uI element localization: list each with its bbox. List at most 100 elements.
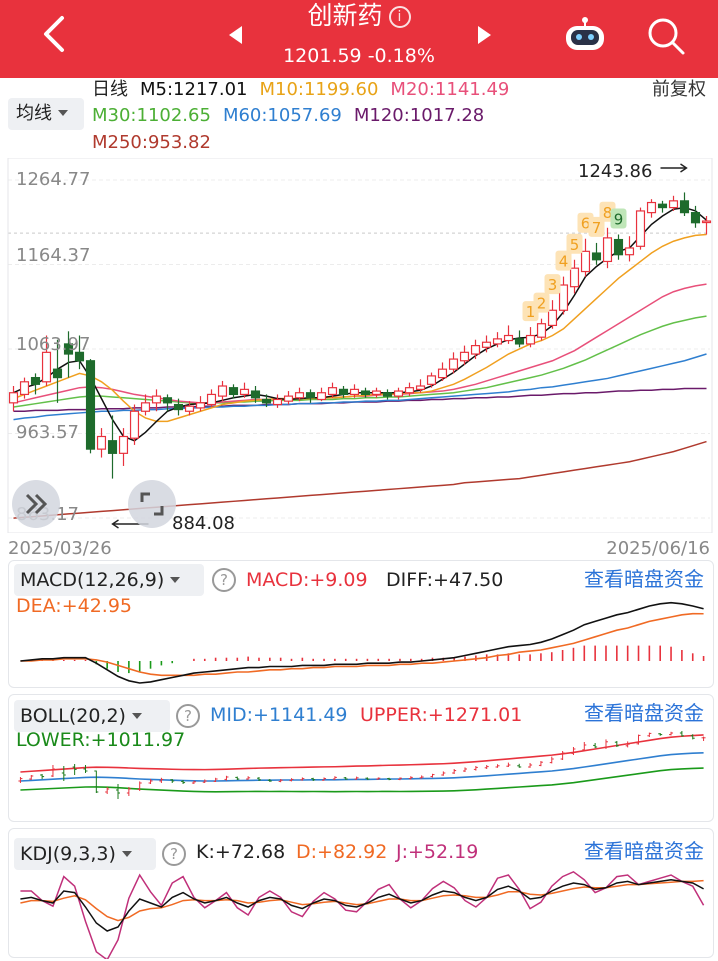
candle: [19, 377, 30, 399]
diff-line: [20, 601, 704, 684]
m60-value: M60:1057.69: [222, 105, 342, 126]
up-candle: [701, 220, 712, 224]
up-candle: [569, 267, 580, 288]
up-candle: [239, 388, 250, 396]
search-icon[interactable]: [644, 14, 688, 58]
help-icon[interactable]: ?: [176, 704, 200, 728]
d-line: [20, 879, 704, 922]
candle: [360, 387, 371, 398]
candle: [701, 215, 712, 235]
dark-pool-link[interactable]: 查看暗盘资金: [584, 567, 704, 591]
up-candle: [283, 395, 294, 402]
index-name: 创新药: [307, 1, 383, 30]
down-candle: [173, 403, 184, 411]
candle: [96, 428, 107, 458]
macd-chart[interactable]: [9, 561, 715, 689]
back-arrow-icon[interactable]: [38, 14, 74, 54]
up-candle: [481, 341, 492, 348]
boll-lower-value: LOWER:+1011.97: [16, 729, 186, 751]
candle: [624, 236, 635, 262]
ma-selector-label: 均线: [16, 103, 52, 124]
up-candle: [415, 385, 426, 390]
caret-down-icon: [131, 713, 142, 719]
down-candle: [162, 397, 173, 404]
boll-name: BOLL(20,2): [20, 705, 126, 727]
kdj-j-value: J:+52.19: [396, 841, 479, 863]
kdj-selector[interactable]: KDJ(9,3,3): [14, 838, 156, 870]
candle: [250, 386, 261, 403]
down-candle: [250, 390, 261, 399]
candle: [85, 359, 96, 454]
ma-selector[interactable]: 均线: [8, 98, 84, 130]
candle: [415, 379, 426, 393]
candle: [294, 387, 305, 402]
boll-mid-line: [20, 752, 704, 782]
end-date: 2025/06/16: [606, 538, 710, 559]
m10-line: [13, 233, 707, 423]
nine-turn-badge: [533, 292, 550, 313]
caret-down-icon: [121, 851, 132, 857]
candle: [481, 335, 492, 353]
help-icon[interactable]: ?: [212, 568, 236, 592]
candle: [118, 428, 129, 466]
adjust-label[interactable]: 前复权: [652, 79, 706, 100]
up-candle: [437, 368, 448, 379]
m30-line: [13, 315, 707, 408]
up-candle: [19, 381, 30, 396]
up-candle: [525, 334, 536, 345]
info-icon[interactable]: i: [388, 6, 411, 28]
next-triangle-icon[interactable]: [474, 24, 494, 46]
macd-value: MACD:+9.09: [246, 569, 368, 591]
m120-value: M120:1017.28: [353, 105, 485, 126]
candle: [327, 382, 338, 398]
boll-chart[interactable]: [9, 695, 715, 823]
candle: [283, 391, 294, 405]
y-label-2: 1164.37: [16, 245, 91, 266]
diff-value: DIFF:+47.50: [386, 569, 504, 591]
candle: [668, 195, 679, 211]
down-candle: [690, 212, 701, 224]
candle: [514, 330, 525, 348]
up-candle: [393, 390, 404, 397]
prev-triangle-icon[interactable]: [226, 24, 246, 46]
candle: [569, 259, 580, 294]
m120-line: [13, 387, 707, 413]
up-candle: [96, 435, 107, 450]
kdj-chart[interactable]: [9, 829, 715, 959]
help-icon[interactable]: ?: [162, 842, 186, 866]
down-candle: [382, 392, 393, 397]
m5-line: [13, 206, 707, 442]
candle: [426, 372, 437, 388]
fullscreen-button[interactable]: [128, 480, 176, 528]
high-arrowhead: [680, 163, 688, 173]
nine-turn-badge: [566, 233, 583, 254]
down-candle: [228, 387, 239, 396]
collapse-toggle-button[interactable]: [12, 480, 60, 528]
candle: [602, 227, 613, 269]
m30-value: M30:1102.65: [92, 105, 211, 126]
nine-turn-badge: [555, 250, 572, 271]
candle: [525, 327, 536, 348]
candle: [261, 394, 272, 408]
boll-selector[interactable]: BOLL(20,2): [14, 700, 170, 732]
down-candle: [613, 238, 624, 256]
down-candle: [261, 398, 272, 404]
nine-turn-label: 2: [537, 295, 547, 313]
up-candle: [580, 250, 591, 273]
dark-pool-link[interactable]: 查看暗盘资金: [584, 839, 704, 863]
y-label-1: 1264.77: [16, 169, 91, 190]
candle: [129, 404, 140, 445]
robot-assistant-icon[interactable]: [562, 14, 608, 54]
candle: [195, 396, 206, 412]
double-chevron-right-icon: [25, 493, 48, 515]
up-candle: [602, 237, 613, 263]
m250-value: M250:953.82: [92, 132, 211, 153]
candle: [657, 200, 668, 213]
low-arrowhead: [111, 519, 119, 529]
candle: [239, 382, 250, 398]
candle: [316, 387, 327, 402]
dark-pool-link[interactable]: 查看暗盘资金: [584, 701, 704, 725]
y-label-4: 963.57: [16, 422, 79, 443]
macd-selector[interactable]: MACD(12,26,9): [14, 564, 204, 596]
